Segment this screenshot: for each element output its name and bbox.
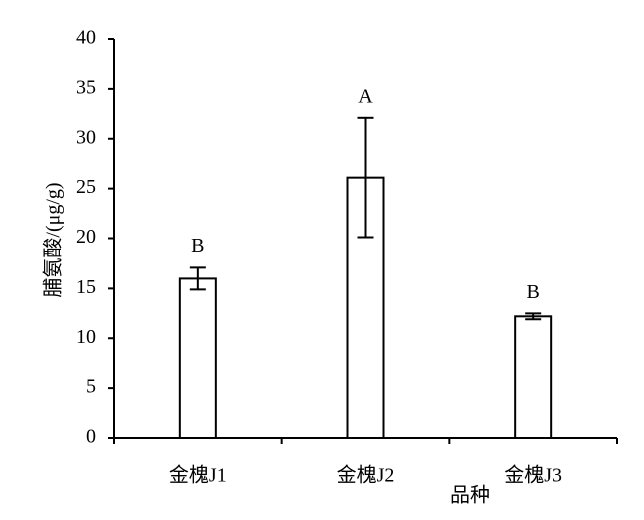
y-tick-label: 10: [76, 326, 96, 348]
y-tick-label: 25: [76, 176, 96, 198]
x-tick-label: 金槐J1: [169, 464, 227, 487]
y-tick-label: 30: [76, 126, 96, 148]
significance-label: B: [526, 281, 539, 303]
error-bar: [189, 266, 206, 291]
y-tick-label: 35: [76, 76, 96, 98]
y-tick-label: 0: [86, 426, 96, 448]
significance-label: A: [358, 85, 373, 107]
y-tick-label: 40: [76, 27, 96, 49]
x-tick-label: 金槐J2: [337, 464, 395, 487]
y-tick-label: 15: [76, 276, 96, 298]
y-tick-label: 20: [76, 226, 96, 248]
bar: [178, 277, 217, 439]
error-bar: [357, 116, 374, 239]
bar: [514, 315, 553, 439]
y-axis-label: 脯氨酸/(μg/g): [42, 182, 65, 297]
error-bar: [525, 312, 542, 321]
significance-label: B: [191, 235, 204, 257]
y-tick-label: 5: [86, 376, 96, 398]
x-tick-label: 金槐J3: [504, 464, 562, 487]
x-axis-label: 品种: [450, 484, 490, 507]
